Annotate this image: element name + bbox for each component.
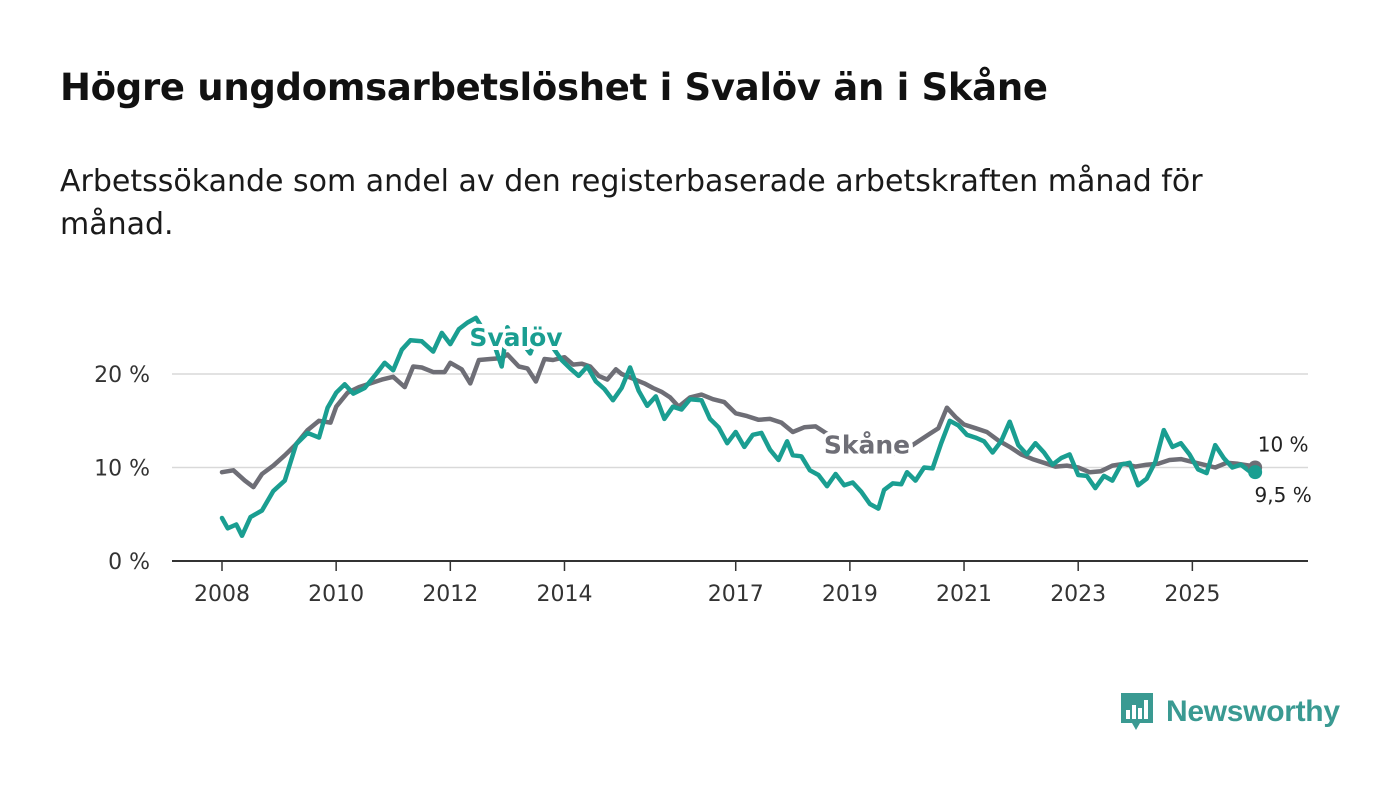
x-tick-label: 2014 [536, 582, 592, 607]
x-tick-label: 2010 [308, 582, 364, 607]
newsworthy-logo-icon [1121, 693, 1153, 730]
y-tick-label: 0 % [108, 550, 150, 575]
y-tick-label: 20 % [94, 363, 150, 388]
series-label-sk-ne: Skåne [824, 430, 910, 459]
chart-subtitle: Arbetssökande som andel av den registerb… [60, 164, 1203, 242]
end-value-halo: 9,5 % [1255, 483, 1312, 507]
end-value-label-sk-ne: 10 % [1258, 433, 1309, 457]
x-tick-label: 2012 [422, 582, 478, 607]
series-label-halo: Skåne [824, 430, 910, 459]
end-value-label-sval-v: 9,5 % [1255, 483, 1312, 507]
chart-title: Högre ungdomsarbetslöshet i Svalöv än i … [60, 66, 1048, 109]
series-layer [219, 315, 1263, 539]
brand-logo[interactable]: Newsworthy [1118, 690, 1340, 734]
x-tick-label: 2019 [822, 582, 878, 607]
series-line-sval-v [219, 315, 1258, 539]
end-value-halo: 10 % [1258, 433, 1309, 457]
series-label-halo: Svalöv [469, 323, 562, 352]
x-tick-label: 2017 [708, 582, 764, 607]
series-label-sval-v: Svalöv [469, 323, 562, 352]
x-tick-label: 2008 [194, 582, 250, 607]
series-endpoint-sval-v [1248, 465, 1263, 480]
x-tick-label: 2021 [936, 582, 992, 607]
x-tick-label: 2023 [1050, 582, 1106, 607]
brand-name: Newsworthy [1166, 695, 1340, 728]
x-tick-label: 2025 [1164, 582, 1220, 607]
y-tick-label: 10 % [94, 457, 150, 482]
